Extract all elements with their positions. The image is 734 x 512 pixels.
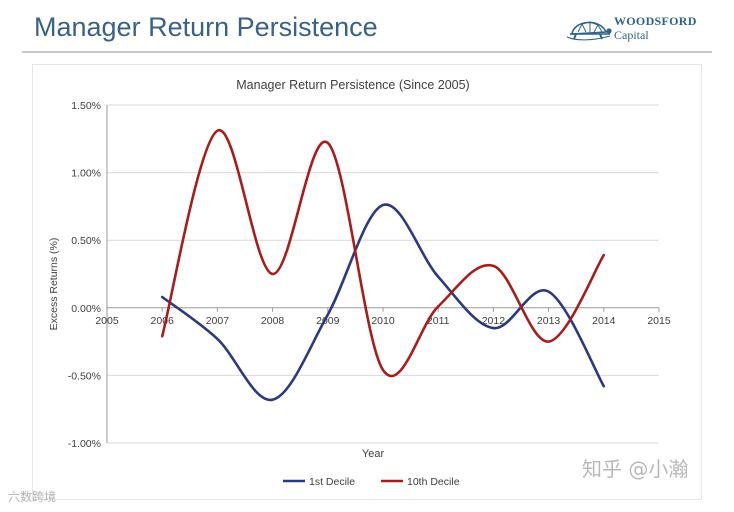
chart-title: Manager Return Persistence (Since 2005) — [236, 78, 469, 92]
y-tick-label: -1.00% — [68, 438, 101, 450]
zhihu-watermark: 知乎 @小瀚 — [582, 457, 689, 481]
series-line-first-decile — [160, 203, 606, 402]
y-tick-label: 0.50% — [71, 235, 101, 247]
x-tick-label: 2007 — [206, 315, 230, 327]
legend-label: 10th Decile — [407, 476, 460, 488]
x-tick-label: 2006 — [151, 315, 175, 327]
x-tick-label: 2011 — [427, 315, 450, 327]
title-divider — [22, 51, 712, 53]
x-tick-label: 2010 — [371, 315, 395, 327]
turtle-logo-icon — [566, 21, 612, 41]
y-axis-label: Excess Returns (%) — [48, 238, 60, 331]
logo-text-primary: WOODSFORD — [614, 14, 697, 28]
x-tick-label: 2008 — [261, 315, 285, 327]
y-tick-label: 1.50% — [71, 100, 101, 112]
x-tick-label: 2014 — [592, 315, 616, 327]
y-tick-label: 1.00% — [71, 168, 101, 180]
chart-container: Manager Return Persistence (Since 2005) -… — [32, 64, 702, 500]
line-chart: Manager Return Persistence (Since 2005) -… — [48, 78, 671, 488]
logo-text-secondary: Capital — [614, 28, 649, 42]
x-tick-label: 2012 — [482, 315, 506, 327]
slide-title: Manager Return Persistence — [34, 12, 378, 42]
company-logo: WOODSFORD Capital — [566, 12, 706, 44]
x-tick-label: 2005 — [95, 315, 119, 327]
x-axis-label: Year — [362, 448, 385, 460]
x-tick-label: 2013 — [537, 315, 561, 327]
y-tick-label: 0.00% — [71, 303, 101, 315]
legend-label: 1st Decile — [309, 476, 355, 488]
x-tick-label: 2015 — [647, 315, 671, 327]
y-tick-label: -0.50% — [68, 370, 101, 382]
corner-watermark: 六数跨境 — [8, 490, 57, 504]
series-line-tenth-decile — [160, 129, 606, 378]
